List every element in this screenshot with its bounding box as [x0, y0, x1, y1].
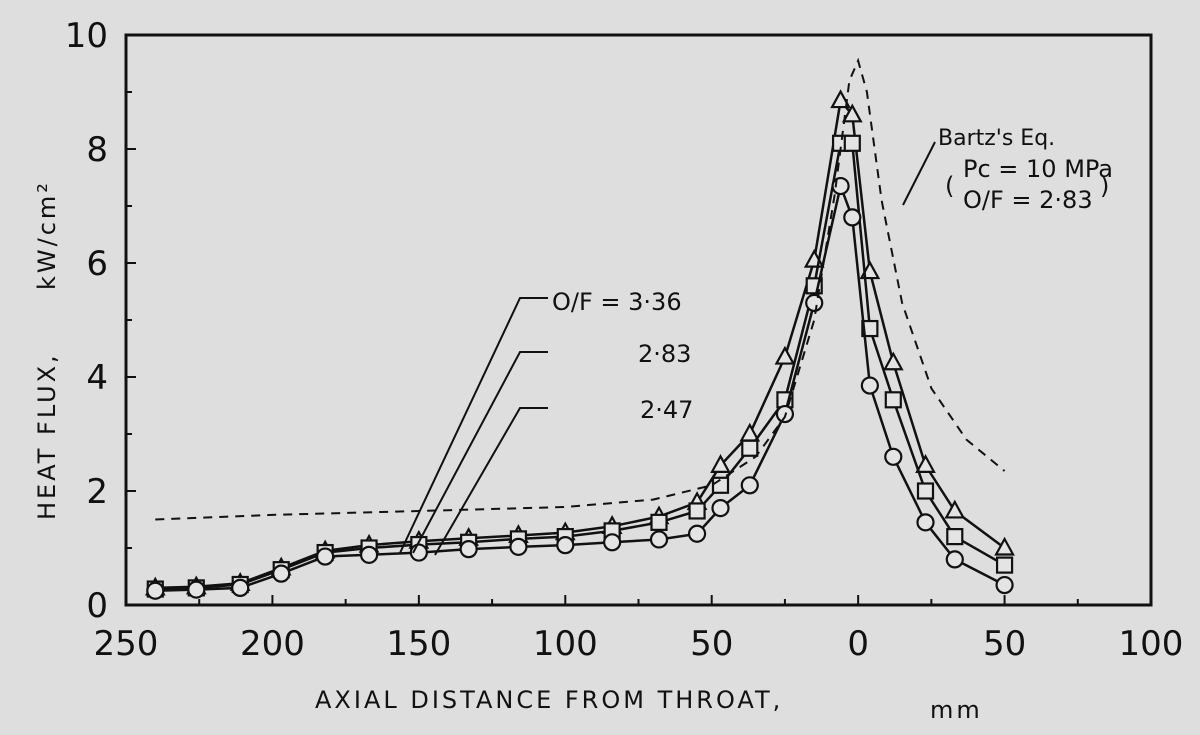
marker-circle [187, 580, 206, 599]
marker-circle [995, 575, 1014, 595]
marker-square [688, 502, 706, 520]
y-tick-label: 2 [86, 472, 108, 512]
marker-circle [805, 293, 824, 312]
marker-square [843, 134, 861, 152]
marker-circle [509, 537, 528, 556]
x-tick-label: 200 [240, 624, 305, 664]
bartz-paren-open: ( [945, 172, 954, 200]
marker-circle [945, 550, 964, 569]
marker-triangle [830, 89, 851, 109]
leader-line-247 [434, 407, 548, 556]
axes-group: 250 200 150 100 50 0 50 100 0 2 4 6 8 10 [65, 16, 1184, 664]
marker-circle [884, 447, 903, 466]
series-line-bartz [155, 57, 1006, 521]
marker-square [741, 439, 759, 457]
bartz-leader-line [902, 141, 936, 206]
marker-circle [459, 540, 478, 559]
x-axis-unit: mm [930, 696, 983, 724]
marker-circle [146, 581, 165, 600]
of-label-283: 2·83 [638, 340, 691, 368]
marker-square [946, 527, 964, 546]
y-axis-title-group: HEAT FLUX, kW/cm² [33, 180, 61, 520]
marker-triangle [915, 454, 936, 473]
bartz-label: Bartz's Eq. [938, 126, 1055, 151]
y-tick-label: 8 [86, 130, 108, 170]
marker-square [861, 319, 879, 338]
marker-square [884, 391, 902, 409]
bartz-of-label: O/F = 2·83 [963, 186, 1093, 214]
x-axis-title: AXIAL DISTANCE FROM THROAT, [315, 686, 783, 714]
marker-circle [603, 533, 622, 552]
marker-circle [649, 530, 669, 549]
marker-circle [916, 513, 935, 532]
of-label-247: 2·47 [640, 396, 693, 424]
y-tick-label: 0 [86, 586, 108, 626]
marker-triangle [774, 345, 796, 365]
of-label-336: O/F = 3·36 [552, 288, 682, 316]
y-axis-title: HEAT FLUX, [33, 352, 61, 520]
y-tick-label: 4 [86, 358, 108, 398]
y-tick-label: 10 [65, 16, 108, 56]
marker-triangle [882, 351, 904, 371]
marker-circle [272, 564, 291, 583]
y-axis-unit: kW/cm² [33, 180, 61, 290]
marker-square [650, 513, 668, 531]
marker-triangle [994, 536, 1015, 556]
x-tick-label: 250 [94, 624, 159, 664]
marker-triangle [710, 454, 731, 473]
marker-circle [860, 376, 879, 395]
x-tick-label: 50 [690, 624, 733, 664]
marker-circle [359, 545, 379, 564]
x-tick-label: 50 [983, 624, 1026, 664]
marker-circle [231, 578, 250, 598]
marker-circle [556, 536, 575, 555]
y-tick-label: 6 [86, 244, 108, 284]
leader-line-283 [412, 351, 548, 554]
leader-line-336 [399, 297, 548, 554]
x-tick-label: 100 [533, 624, 598, 664]
marker-triangle [841, 103, 863, 123]
of-leader-lines [399, 297, 548, 556]
bartz-paren-close: ) [1100, 172, 1109, 200]
bartz-pc-label: Pc = 10 MPa [963, 155, 1113, 183]
marker-circle [740, 476, 759, 495]
marker-square [995, 556, 1014, 574]
marker-circle [711, 499, 730, 518]
marker-square [916, 482, 935, 500]
x-tick-label: 0 [847, 624, 869, 664]
marker-circle [687, 524, 707, 543]
x-tick-label: 100 [1119, 624, 1184, 664]
marker-triangle [944, 499, 966, 519]
series-group [144, 57, 1015, 600]
marker-circle [843, 208, 862, 227]
marker-circle [316, 547, 335, 566]
x-tick-label: 150 [386, 624, 451, 664]
